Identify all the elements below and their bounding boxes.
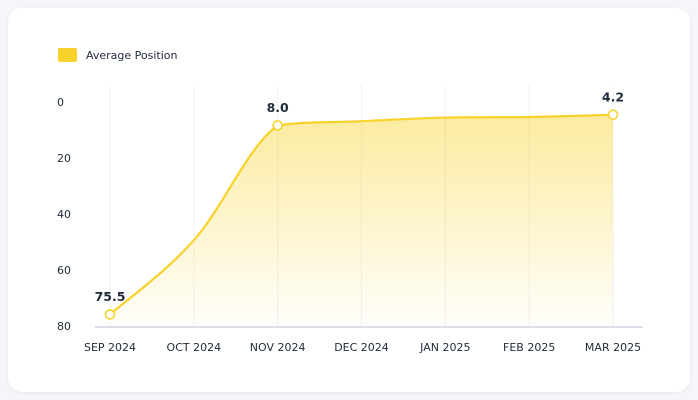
x-tick-label: OCT 2024 xyxy=(167,341,222,354)
y-tick-label: 0 xyxy=(57,96,64,109)
value-label: 8.0 xyxy=(267,100,289,115)
value-label: 4.2 xyxy=(602,89,624,104)
point xyxy=(272,120,283,131)
value-label: 75.5 xyxy=(95,289,126,304)
x-tick-label: MAR 2025 xyxy=(585,341,641,354)
y-tick-label: 40 xyxy=(57,208,71,221)
y-tick-label: 80 xyxy=(57,320,71,333)
point xyxy=(607,109,619,121)
legend-swatch xyxy=(58,48,77,62)
x-tick-label: DEC 2024 xyxy=(334,341,389,354)
x-tick-label: NOV 2024 xyxy=(250,341,306,354)
x-tick-label: FEB 2025 xyxy=(503,341,555,354)
point xyxy=(104,309,116,320)
line xyxy=(109,113,614,316)
area xyxy=(110,114,613,327)
y-tick-label: 60 xyxy=(57,264,71,277)
y-tick-label: 20 xyxy=(57,152,71,165)
legend-label: Average Position xyxy=(86,49,178,62)
x-tick-label: SEP 2024 xyxy=(84,341,136,354)
x-tick-label: JAN 2025 xyxy=(419,341,470,354)
